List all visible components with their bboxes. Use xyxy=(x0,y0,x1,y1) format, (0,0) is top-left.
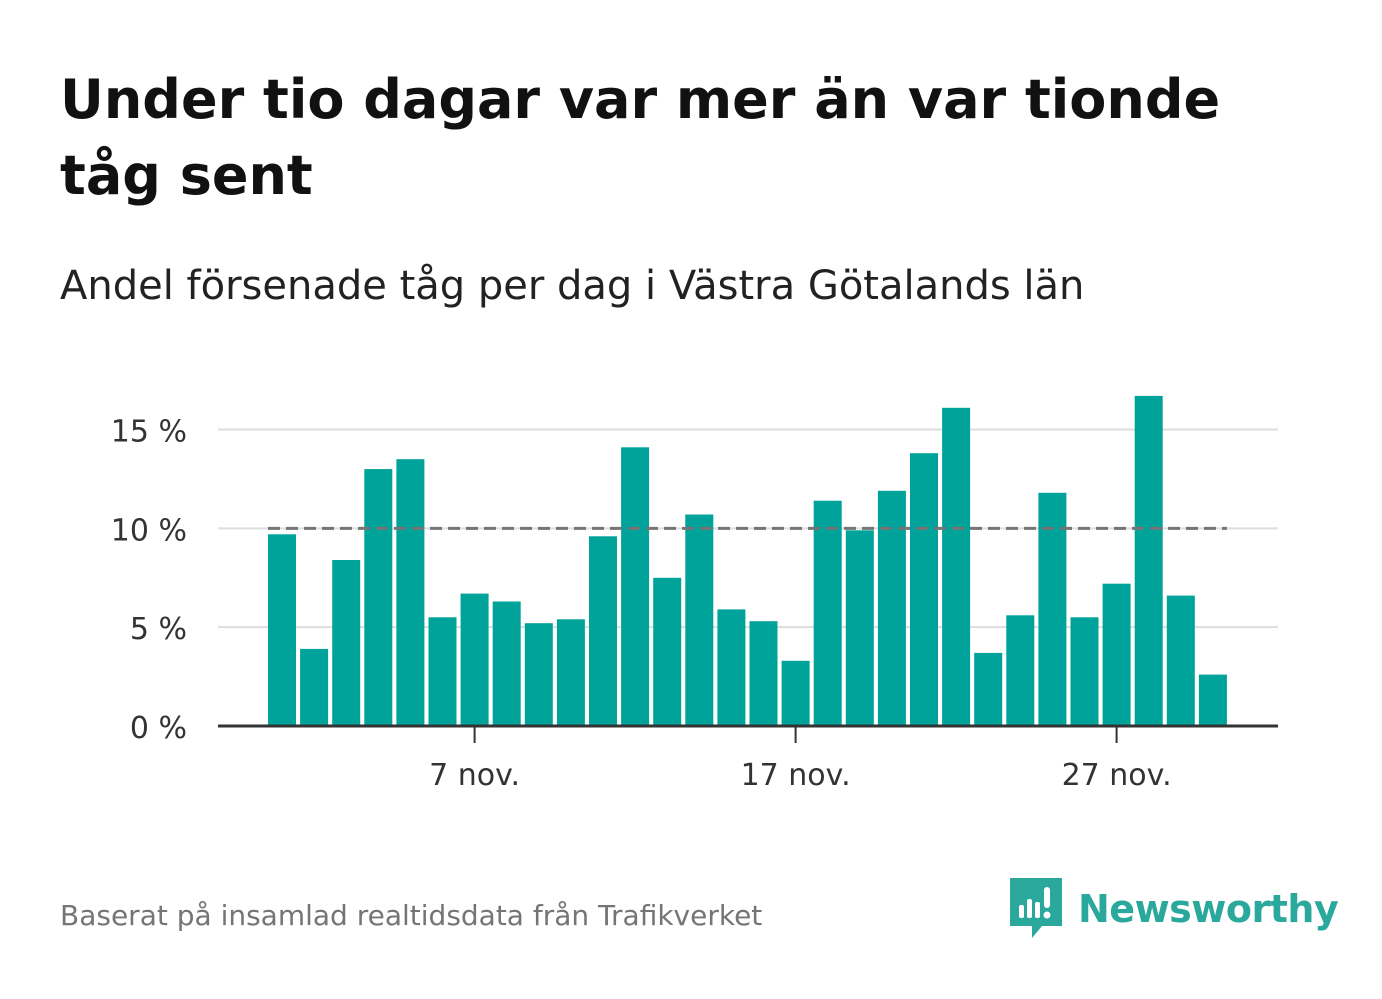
bar-29-nov xyxy=(1166,595,1195,726)
bar-19-nov xyxy=(845,530,874,726)
y-tick-label: 0 % xyxy=(130,711,187,746)
bar-12-nov xyxy=(621,447,650,726)
bar-1-nov xyxy=(268,534,296,726)
bar-14-nov xyxy=(685,514,714,726)
bars xyxy=(268,395,1227,726)
brand-name: Newsworthy xyxy=(1078,887,1339,931)
bar-30-nov xyxy=(1198,674,1227,726)
bar-11-nov xyxy=(589,536,617,726)
bar-20-nov xyxy=(877,490,906,726)
chart-title: Under tio dagar var mer än var tionde tå… xyxy=(60,68,1221,207)
brand-logo: Newsworthy xyxy=(1010,878,1339,940)
bar-18-nov xyxy=(813,500,842,726)
bar-chart-speech-bubble-icon xyxy=(1010,878,1062,938)
x-tick-label: 7 nov. xyxy=(429,758,520,793)
bar-7-nov xyxy=(460,593,489,726)
bar-26-nov xyxy=(1070,617,1099,726)
bar-23-nov xyxy=(974,652,1003,726)
y-tick-label: 10 % xyxy=(111,513,187,548)
bar-22-nov xyxy=(942,407,971,726)
y-tick-label: 15 % xyxy=(111,415,187,450)
bar-5-nov xyxy=(396,459,425,726)
bar-15-nov xyxy=(717,609,746,726)
bar-16-nov xyxy=(749,621,778,726)
x-tick-label: 17 nov. xyxy=(741,758,851,793)
bar-28-nov xyxy=(1134,395,1163,726)
axes: 0 % 5 % 10 % 15 % 7 nov. 17 nov. 27 nov. xyxy=(111,415,1278,793)
bar-3-nov xyxy=(332,560,361,726)
chart-subtitle: Andel försenade tåg per dag i Västra Göt… xyxy=(60,263,1085,309)
y-tick-label: 5 % xyxy=(130,612,187,647)
bar-25-nov xyxy=(1038,492,1067,726)
bar-27-nov xyxy=(1102,583,1131,726)
bar-4-nov xyxy=(364,469,393,726)
bar-2-nov xyxy=(300,648,329,726)
source-note: Baserat på insamlad realtidsdata från Tr… xyxy=(60,899,763,932)
bar-10-nov xyxy=(556,619,585,726)
bar-6-nov xyxy=(428,617,457,726)
bar-24-nov xyxy=(1006,615,1035,726)
x-tick-label: 27 nov. xyxy=(1062,758,1172,793)
bar-21-nov xyxy=(910,453,938,726)
bar-8-nov xyxy=(492,601,521,726)
bar-13-nov xyxy=(653,577,682,726)
bar-17-nov xyxy=(781,660,810,726)
bar-9-nov xyxy=(524,623,553,726)
